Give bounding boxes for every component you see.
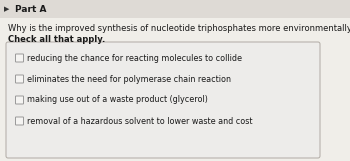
Text: Check all that apply.: Check all that apply. bbox=[8, 34, 105, 43]
Text: Part A: Part A bbox=[15, 5, 47, 14]
Text: making use out of a waste product (glycerol): making use out of a waste product (glyce… bbox=[27, 95, 208, 104]
Bar bbox=[0, 18, 350, 161]
Bar bbox=[0, 0, 350, 18]
Text: Why is the improved synthesis of nucleotide triphosphates more environmentally b: Why is the improved synthesis of nucleot… bbox=[8, 24, 350, 33]
Text: ▶: ▶ bbox=[4, 6, 10, 12]
Text: reducing the chance for reacting molecules to collide: reducing the chance for reacting molecul… bbox=[27, 53, 242, 62]
FancyBboxPatch shape bbox=[15, 96, 23, 104]
Text: eliminates the need for polymerase chain reaction: eliminates the need for polymerase chain… bbox=[27, 75, 231, 84]
Text: removal of a hazardous solvent to lower waste and cost: removal of a hazardous solvent to lower … bbox=[27, 117, 252, 126]
FancyBboxPatch shape bbox=[15, 75, 23, 83]
FancyBboxPatch shape bbox=[15, 54, 23, 62]
FancyBboxPatch shape bbox=[6, 42, 320, 158]
FancyBboxPatch shape bbox=[15, 117, 23, 125]
